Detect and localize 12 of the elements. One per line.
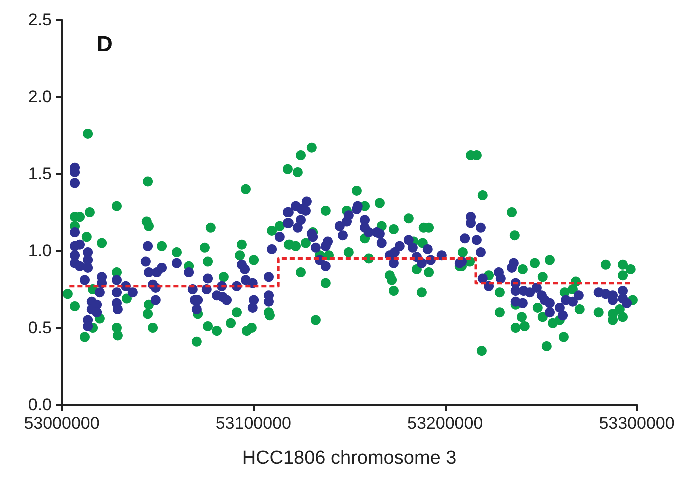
y-tick-label: 2.0 (28, 88, 52, 106)
y-tick-label: 1.5 (28, 164, 52, 184)
text: D (97, 32, 113, 56)
y-tick-label: 1.0 (28, 242, 52, 260)
x-tick-label: 53000000 (24, 414, 100, 433)
x-tick-label: 53300000 (599, 414, 675, 433)
x-tick-label: 53200000 (408, 414, 484, 433)
x-tick-label: 53100000 (216, 414, 292, 433)
x-axis-title: HCC1806 chromosome 3 (242, 448, 457, 469)
y-tick-label: 0.0 (28, 396, 52, 414)
y-tick-label: 2.5 (28, 10, 52, 30)
y-tick-label: 0.5 (28, 318, 52, 338)
